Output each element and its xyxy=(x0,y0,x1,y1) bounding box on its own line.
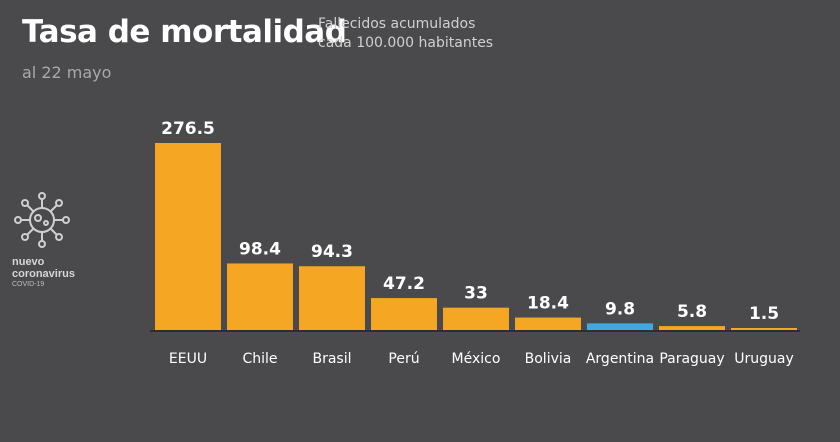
value-label-eeuu: 276.5 xyxy=(161,119,215,139)
logo-text-covid: COVID-19 xyxy=(12,281,45,288)
bar-eeuu xyxy=(155,143,221,330)
logo-text-coronavirus: coronavirus xyxy=(12,268,75,280)
value-label-brasil: 94.3 xyxy=(311,242,353,262)
coronavirus-icon xyxy=(14,192,70,248)
category-label-uruguay: Uruguay xyxy=(734,351,794,367)
category-label-paraguay: Paraguay xyxy=(659,351,724,367)
bar-paraguay xyxy=(659,326,725,330)
category-label-chile: Chile xyxy=(242,351,277,367)
covid-logo: nuevo coronavirus COVID-19 xyxy=(12,190,102,289)
chart-subtitle: Fallecidos acumulados cada 100.000 habit… xyxy=(318,15,493,53)
chart-title: Tasa de mortalidad xyxy=(22,14,347,50)
category-label-eeuu: EEUU xyxy=(169,351,207,367)
chart-date: al 22 mayo xyxy=(22,63,112,82)
subtitle-line-1: Fallecidos acumulados xyxy=(318,16,476,32)
bar-argentina xyxy=(587,323,653,330)
value-label-paraguay: 5.8 xyxy=(677,302,707,322)
bar-perú xyxy=(371,298,437,330)
value-label-uruguay: 1.5 xyxy=(749,304,779,324)
category-label-brasil: Brasil xyxy=(312,351,351,367)
category-label-perú: Perú xyxy=(388,351,419,367)
value-label-perú: 47.2 xyxy=(383,274,425,294)
value-label-bolivia: 18.4 xyxy=(527,294,569,314)
logo-text-nuevo: nuevo xyxy=(12,256,45,268)
category-label-bolivia: Bolivia xyxy=(525,351,572,367)
bar-brasil xyxy=(299,266,365,330)
value-label-chile: 98.4 xyxy=(239,239,281,259)
bar-méxico xyxy=(443,307,509,330)
value-label-méxico: 33 xyxy=(464,284,488,304)
category-label-méxico: México xyxy=(452,351,501,367)
bar-uruguay xyxy=(731,328,797,330)
category-label-argentina: Argentina xyxy=(586,351,654,367)
bar-chile xyxy=(227,263,293,330)
bar-bolivia xyxy=(515,317,581,330)
subtitle-line-2: cada 100.000 habitantes xyxy=(318,35,494,51)
value-label-argentina: 9.8 xyxy=(605,299,635,319)
